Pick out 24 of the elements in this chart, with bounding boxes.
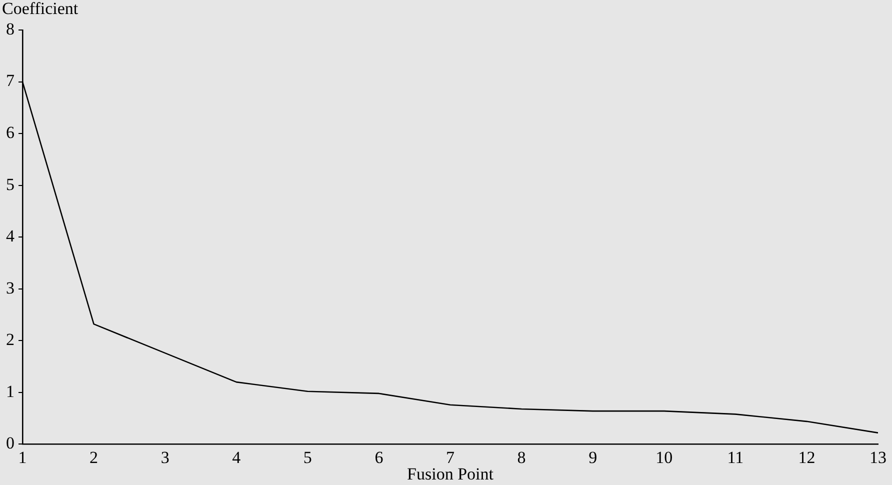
y-tick-label: 0 [6,434,14,453]
x-tick-label: 12 [798,448,816,467]
x-tick-label: 4 [232,448,242,467]
x-tick-label: 1 [18,448,27,467]
x-tick-label: 13 [870,448,886,467]
x-tick-label: 5 [303,448,312,467]
x-tick-label: 11 [727,448,744,467]
x-tick-label: 8 [517,448,526,467]
y-axis-title: Coefficient [2,0,78,18]
y-tick-label: 7 [6,71,15,90]
y-tick-label: 2 [6,330,14,350]
y-tick-label: 8 [6,19,14,38]
y-tick-label: 4 [6,226,15,246]
y-tick-label: 6 [6,123,14,142]
x-tick-label: 6 [374,448,384,467]
x-tick-label: 10 [656,448,673,467]
x-tick-label: 9 [588,448,598,467]
y-tick-label: 5 [6,174,14,194]
x-tick-label: 2 [90,448,98,467]
x-tick-label: 3 [160,448,170,467]
x-tick-label: 7 [446,448,455,467]
y-tick-label: 3 [6,278,14,298]
x-axis-title: Fusion Point [407,464,494,484]
y-tick-label: 1 [6,382,14,401]
